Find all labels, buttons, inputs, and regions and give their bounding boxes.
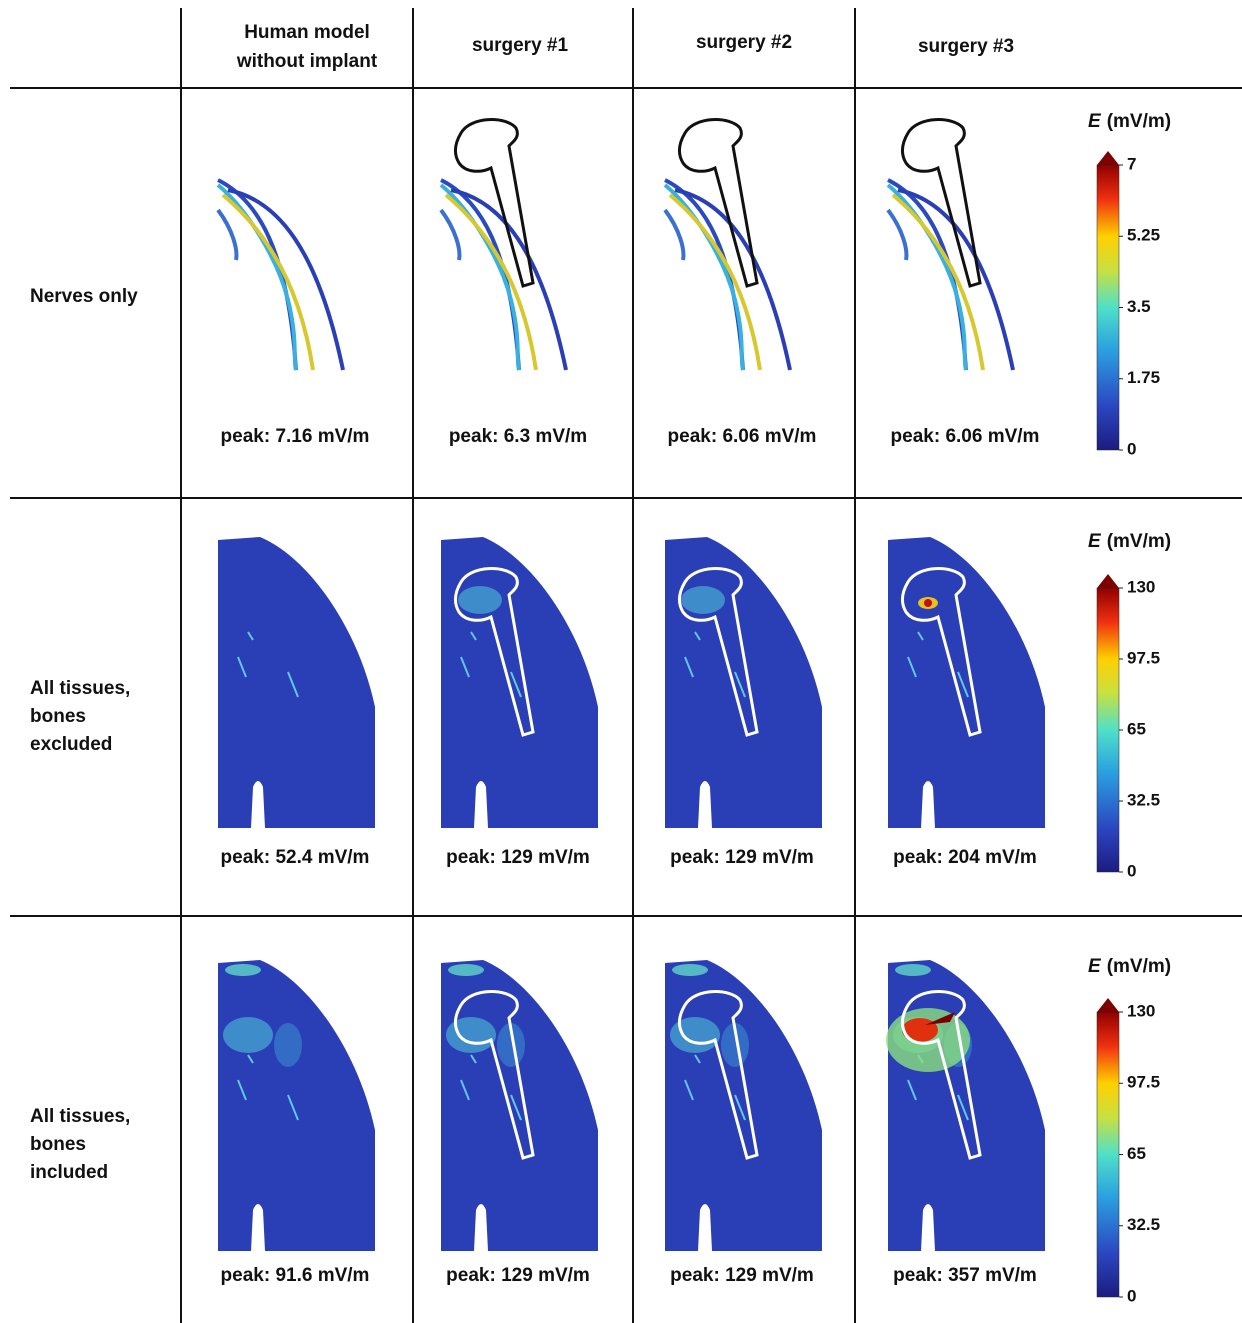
- colorbar: [1096, 164, 1120, 451]
- row-label: bones: [30, 1134, 86, 1155]
- nerve-panels: [216, 118, 1015, 372]
- row-label: All tissues,: [30, 678, 130, 699]
- colorbar-symbol: E: [1088, 531, 1102, 552]
- colorbar: [1096, 587, 1120, 873]
- row-label: Nerves only: [30, 286, 138, 307]
- colorbar-tick-label: 130: [1127, 577, 1155, 596]
- row-label: bones: [30, 706, 86, 727]
- colorbar-unit: (mV/m): [1107, 531, 1171, 552]
- colorbar-tick-label: 0: [1127, 439, 1136, 458]
- colorbar-tick-label: 32.5: [1127, 1215, 1160, 1234]
- colorbar-unit: (mV/m): [1107, 956, 1171, 977]
- peak-label: peak: 357 mV/m: [893, 1265, 1037, 1286]
- row-label: All tissues,: [30, 1106, 130, 1127]
- peak-label: peak: 129 mV/m: [446, 847, 590, 868]
- colorbar-tick-label: 65: [1127, 1144, 1146, 1163]
- peak-label: peak: 129 mV/m: [670, 847, 814, 868]
- peak-label: peak: 129 mV/m: [446, 1265, 590, 1286]
- colorbar-symbol: E: [1088, 956, 1102, 977]
- colorbar-cap: [1097, 998, 1119, 1012]
- peak-label: peak: 204 mV/m: [893, 847, 1037, 868]
- colorbar-title: E (mV/m): [1088, 531, 1171, 552]
- colorbar-tick-label: 3.5: [1127, 297, 1151, 316]
- colorbar-tick-label: 5.25: [1127, 226, 1160, 245]
- colorbar-tick-label: 7: [1127, 154, 1136, 173]
- column-header: without implant: [236, 51, 378, 72]
- colorbar-title: E (mV/m): [1088, 111, 1171, 132]
- peak-label: peak: 129 mV/m: [670, 1265, 814, 1286]
- row-label: excluded: [30, 734, 112, 755]
- peak-label: peak: 7.16 mV/m: [221, 426, 370, 447]
- colorbar-tick-label: 0: [1127, 1286, 1136, 1305]
- colorbar-tick-label: 130: [1127, 1001, 1155, 1020]
- colorbar-cap: [1097, 151, 1119, 165]
- column-header: Human model: [244, 22, 370, 43]
- colorbar-title: E (mV/m): [1088, 956, 1171, 977]
- column-header: surgery #3: [918, 36, 1014, 57]
- tissue-panels: [217, 536, 1046, 1252]
- column-header: surgery #1: [472, 35, 569, 56]
- row-label: included: [30, 1162, 108, 1183]
- peak-label: peak: 91.6 mV/m: [221, 1265, 370, 1286]
- colorbar-symbol: E: [1088, 111, 1102, 132]
- column-header: surgery #2: [696, 32, 792, 53]
- colorbar-tick-label: 32.5: [1127, 790, 1160, 809]
- colorbar-tick-label: 1.75: [1127, 368, 1160, 387]
- colorbar: [1096, 1011, 1120, 1298]
- peak-label: peak: 6.06 mV/m: [891, 426, 1040, 447]
- colorbar-tick-label: 97.5: [1127, 1073, 1160, 1092]
- colorbar-cap: [1097, 574, 1119, 588]
- peak-label: peak: 6.06 mV/m: [668, 426, 817, 447]
- colorbar-tick-label: 97.5: [1127, 648, 1160, 667]
- colorbar-tick-label: 0: [1127, 861, 1136, 880]
- colorbar-tick-label: 65: [1127, 719, 1146, 738]
- colorbar-unit: (mV/m): [1107, 111, 1171, 132]
- peak-label: peak: 6.3 mV/m: [449, 426, 587, 447]
- peak-label: peak: 52.4 mV/m: [221, 847, 370, 868]
- grid-rules: [10, 8, 1242, 1323]
